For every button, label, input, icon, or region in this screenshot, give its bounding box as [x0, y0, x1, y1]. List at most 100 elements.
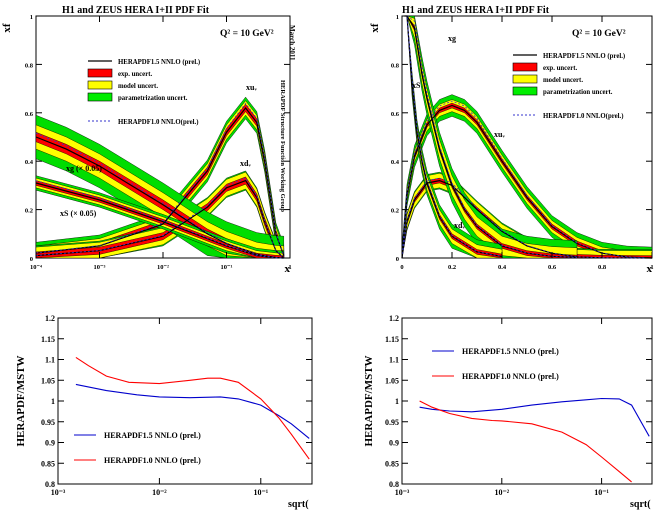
panel1-title: H1 and ZEUS HERA I+II PDF Fit — [62, 5, 210, 16]
panel2-xlabel: x — [647, 263, 653, 275]
p4-xtick-label: 10⁻¹ — [594, 488, 609, 497]
p3-ytick-label: 0.95 — [41, 418, 55, 427]
p1-ytick-label: 0.8 — [25, 62, 34, 69]
p4-xtick-label: 10⁻² — [494, 488, 509, 497]
p1-line10-xd_v — [35, 177, 285, 259]
p1-xtick-label: 1 — [288, 264, 291, 271]
p3-ytick-label: 1 — [51, 397, 55, 406]
panel4-legend: HERAPDF1.5 NNLO (prel.) HERAPDF1.0 NNLO (… — [432, 347, 559, 381]
p2-legend-swatch — [512, 74, 538, 84]
p2-legend-swatch — [512, 62, 538, 72]
p2-line-xu_v — [401, 104, 653, 259]
p4-ytick-label: 0.8 — [389, 480, 399, 489]
panel2-legend: HERAPDF1.5 NNLO (prel.) exp. uncert. model… — [512, 53, 625, 120]
panel1-vertical-note: HERAPDF Structure Function Working Group — [279, 80, 286, 212]
p3-xtick-label: 10⁻² — [152, 488, 167, 497]
p2-ytick-label: 0.2 — [391, 208, 399, 215]
p4-line-herapdf1-5-nnlo-prel- — [419, 397, 650, 437]
panel2-label-xg: xg — [448, 34, 456, 43]
p2-xtick-label: 0.4 — [498, 264, 507, 271]
p3-ytick-label: 1.2 — [45, 314, 55, 323]
panel4-axis-ticks: 10⁻³ 10⁻² 10⁻¹ 0.8 0.85 0.9 0.95 1 1.05 1.1 1.15 1.… — [385, 314, 652, 497]
panel-pdf-linx: H1 and ZEUS HERA I+II PDF Fit 0 0.2 0.4 0.6… — [369, 5, 654, 275]
p2-xtick-label: 0.2 — [448, 264, 456, 271]
panel1-q2: Q² = 10 GeV² — [220, 29, 274, 39]
p3-legend-label: HERAPDF1.0 NNLO (prel.) — [104, 456, 201, 465]
panel2-axis-ticks: 0 0.2 0.4 0.6 0.8 1 0 0.2 0.4 0.6 0.8 1 — [391, 14, 654, 271]
p1-ytick-label: 0 — [30, 256, 33, 263]
p4-ytick-label: 1.05 — [385, 376, 399, 385]
p4-legend-label: HERAPDF1.0 NNLO (prel.) — [462, 372, 559, 381]
p4-line-herapdf1-0-nnlo-prel- — [419, 400, 632, 483]
panel3-ratio-lines — [75, 356, 310, 460]
p2-xtick-label: 0 — [400, 264, 403, 271]
panel1-label-xg: xg (× 0.05) — [66, 164, 102, 173]
p1-xtick-label: 10⁻¹ — [221, 264, 233, 271]
p1-legend-swatch — [87, 80, 113, 90]
p4-ytick-label: 1.1 — [389, 356, 399, 365]
panel1-label-xdv: xdᵥ — [240, 159, 251, 168]
p1-ytick-label: 1 — [30, 14, 33, 21]
p2-ytick-label: 0.6 — [391, 111, 400, 118]
p1-legend-label: HERAPDF1.5 NNLO (prel.) — [118, 59, 200, 66]
p1-legend-swatch — [87, 92, 113, 102]
p2-xtick-label: 0.6 — [548, 264, 557, 271]
p2-ytick-label: 0 — [396, 256, 399, 263]
p2-legend-label: exp. uncert. — [543, 65, 577, 72]
p2-xtick-label: 1 — [650, 264, 653, 271]
p4-ytick-label: 0.85 — [385, 459, 399, 468]
p2-legend-label: model uncert. — [543, 77, 583, 84]
p1-ytick-label: 0.6 — [25, 111, 34, 118]
p2-ytick-label: 0.4 — [391, 159, 400, 166]
p1-line10-xg — [35, 133, 284, 259]
p1-xtick-label: 10⁻² — [157, 264, 169, 271]
panel1-label-xuv: xuᵥ — [246, 83, 257, 92]
p1-legend-label: model uncert. — [118, 83, 158, 90]
p3-ytick-label: 0.8 — [45, 480, 55, 489]
p1-xtick-label: 10⁻³ — [94, 264, 106, 271]
p4-ytick-label: 0.9 — [389, 439, 399, 448]
panel3-axis-ticks: 10⁻³ 10⁻² 10⁻¹ 0.8 0.85 0.9 0.95 1 1.05 1.1 1.15 1.… — [41, 314, 312, 497]
panel2-ylabel: xf — [369, 23, 381, 33]
p3-line-herapdf1-5-nnlo-prel- — [75, 383, 310, 439]
panel-ratio-right: 10⁻³ 10⁻² 10⁻¹ 0.8 0.85 0.9 0.95 1 1.05 1.1 1.15 1.… — [363, 314, 653, 510]
p4-xtick-label: 10⁻³ — [395, 488, 410, 497]
panel1-side-label: March 2011 — [288, 25, 296, 61]
p3-ytick-label: 1.05 — [41, 376, 55, 385]
panel3-ylabel: HERAPDF/MSTW — [15, 355, 27, 446]
p2-xtick-label: 0.8 — [598, 264, 607, 271]
p4-ytick-label: 1.2 — [389, 314, 399, 323]
panel3-legend: HERAPDF1.5 NNLO (prel.) HERAPDF1.0 NNLO (… — [74, 431, 201, 465]
p3-line-herapdf1-0-nnlo-prel- — [75, 356, 310, 460]
p2-line10-xS — [404, 15, 503, 257]
p2-legend-swatch — [512, 86, 538, 96]
p4-ytick-label: 1.15 — [385, 335, 399, 344]
p1-ytick-label: 0.4 — [25, 159, 34, 166]
p3-ytick-label: 1.1 — [45, 356, 55, 365]
p2-legend-label: HERAPDF1.5 NNLO (prel.) — [543, 53, 625, 60]
p2-legend-label: HERAPDF1.0 NNLO(prel.) — [543, 113, 624, 120]
p3-xtick-label: 10⁻¹ — [253, 488, 268, 497]
panel-pdf-logx: H1 and ZEUS HERA I+II PDF Fit 10⁻⁴ 10⁻³ 10… — [1, 5, 296, 275]
panel4-xlabel: sqrt( — [630, 499, 651, 510]
panel1-legend: HERAPDF1.5 NNLO (prel.) exp. uncert. model… — [87, 59, 200, 126]
p1-legend-swatch — [87, 68, 113, 78]
p3-ytick-label: 0.9 — [45, 439, 55, 448]
panel-ratio-left: 10⁻³ 10⁻² 10⁻¹ 0.8 0.85 0.9 0.95 1 1.05 1.1 1.15 1.… — [15, 314, 313, 510]
p1-legend-label: exp. uncert. — [118, 71, 152, 78]
panel1-label-xs: xS (× 0.05) — [60, 209, 97, 218]
p4-ytick-label: 0.95 — [385, 418, 399, 427]
p2-band-xg — [406, 15, 578, 259]
panel2-central-lines — [401, 15, 653, 259]
panel1-ylabel: xf — [1, 23, 13, 33]
p1-legend-label: parametrization uncert. — [118, 95, 188, 102]
p2-line10-xd_v — [401, 177, 653, 259]
p3-xtick-label: 10⁻³ — [51, 488, 66, 497]
panel2-title: H1 and ZEUS HERA I+II PDF Fit — [402, 5, 550, 16]
p2-ytick-label: 1 — [396, 14, 399, 21]
panel2-label-xdv: xdᵥ — [454, 221, 465, 230]
p1-line10-xu_v — [35, 102, 285, 256]
p2-line-xg — [406, 15, 578, 259]
panel2-label-xuv: xuᵥ — [494, 130, 505, 139]
